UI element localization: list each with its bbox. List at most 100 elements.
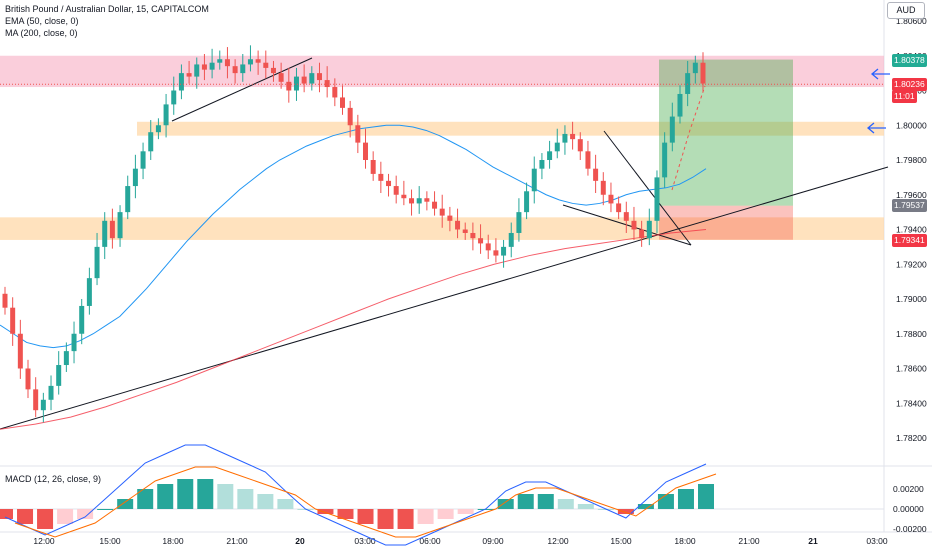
candle-body [209,62,215,70]
candle-body [539,160,545,169]
candle-body [247,59,253,65]
candle-body [347,107,353,126]
candle-body [339,97,345,108]
projection-line [671,85,706,191]
candle-body [409,198,415,204]
time-tick-label: 03:00 [866,536,888,546]
candle-body [462,229,468,233]
macd-bar [217,484,234,509]
candle-body [194,64,200,77]
candle-body [393,186,399,195]
candle-body [117,212,123,239]
macd-bar [537,494,554,509]
currency-button[interactable]: AUD [887,2,925,19]
candle-body [324,80,330,88]
price-tick-label: 1.78600 [896,364,927,374]
candle-body [432,201,438,209]
candle-body [370,160,376,174]
price-tick-label: 1.80000 [896,120,927,130]
price-tick-label: 1.79200 [896,259,927,269]
macd-bar [637,504,654,509]
time-tick-label: 15:00 [99,536,121,546]
candle-body [125,186,131,213]
candle-body [439,208,445,216]
candle-body [455,220,461,230]
macd-bar [557,499,574,509]
time-tick-label: 06:00 [419,536,441,546]
candle-body [547,151,553,160]
candle-body [631,220,637,230]
candle-body [25,368,31,390]
macd-bar [357,509,374,524]
price-tick-label: 1.78400 [896,398,927,408]
macd-bar [337,509,354,519]
ma200-line [0,229,707,430]
ema-legend: EMA (50, close, 0) [5,16,79,26]
candle-body [186,73,192,77]
support-zone-mid [137,121,884,136]
macd-bar [37,509,54,529]
candle-body [102,220,108,247]
candle-body [677,93,683,117]
resistance-zone [0,55,884,88]
candle-body [554,142,560,152]
macd-bar [657,494,674,509]
stop-price-label: 1.79341 [892,234,927,247]
ema50-line [0,124,707,349]
symbol-legend: British Pound / Australian Dollar, 15, C… [5,4,209,14]
countdown-label: 11:01 [892,90,917,103]
candle-body [255,59,261,63]
macd-bar [197,479,214,509]
candle-body [700,62,706,84]
time-tick-label: 18:00 [162,536,184,546]
candle-body [447,215,453,221]
long-trendline [0,166,889,430]
candle-body [355,125,361,143]
candle-body [570,133,576,140]
macd-bar [317,509,334,514]
candle-body [485,243,491,251]
macd-bar [457,509,474,514]
candle-body [286,81,292,91]
time-tick-label: 09:00 [482,536,504,546]
candle-body [493,250,499,256]
macd-tick-label: 0.00200 [893,484,924,494]
candle-body [600,180,606,195]
macd-bar [177,479,194,509]
macd-bar [77,509,94,519]
candle-body [224,59,230,67]
time-tick-label: 21:00 [738,536,760,546]
candle-body [94,246,100,279]
macd-bar [377,509,394,529]
candle-body [416,198,422,204]
price-tick-label: 1.79400 [896,225,927,235]
candle-body [562,133,568,143]
candle-body [293,76,299,91]
arrow-annotation [866,122,886,134]
candle-body [109,220,115,239]
candle-body [470,232,476,239]
candle-body [270,67,276,74]
candle-body [232,66,238,74]
macd-bar [417,509,434,524]
position-profit-area [659,59,793,206]
candle-body [516,212,522,233]
candle-body [48,385,54,400]
macd-bar [257,494,274,509]
time-tick-label: 21:00 [226,536,248,546]
candle-body [424,198,430,202]
candle-body [639,229,645,239]
price-tick-label: 1.78800 [896,329,927,339]
target-price-label: 1.80378 [892,54,927,67]
candle-body [79,305,85,334]
time-tick-label: 15:00 [610,536,632,546]
candle-body [178,73,184,91]
macd-tick-label: -0.00200 [893,524,927,534]
candle-body [577,139,583,152]
candle-body [132,168,138,187]
position-loss-area [659,205,793,240]
time-tick-label: 12:00 [33,536,55,546]
ma-legend: MA (200, close, 0) [5,28,78,38]
candle-body [478,238,484,244]
